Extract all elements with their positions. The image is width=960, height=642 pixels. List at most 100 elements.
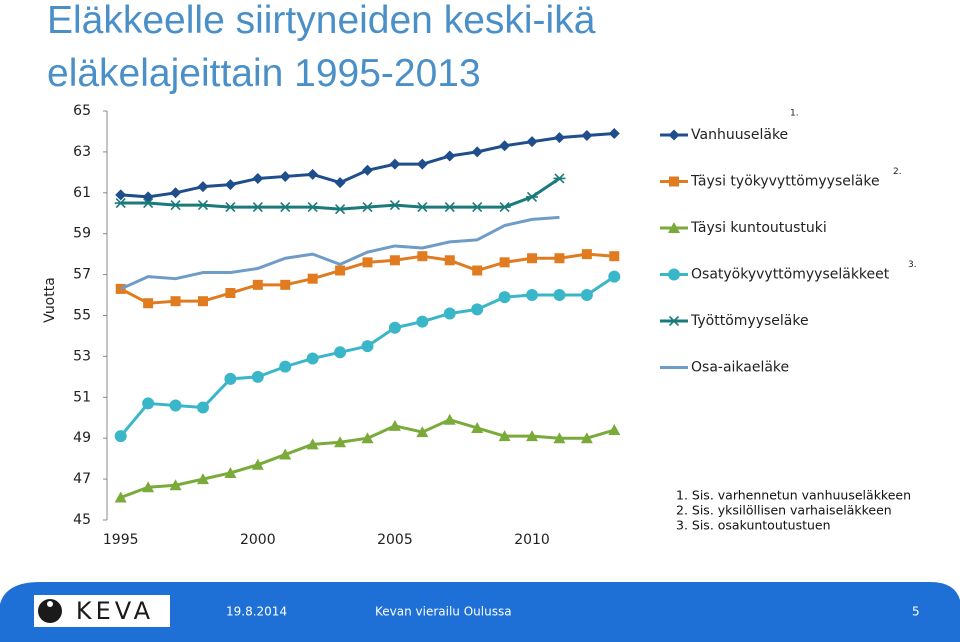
data-point xyxy=(581,130,593,142)
series-line xyxy=(120,418,615,499)
y-tick-label: 51 xyxy=(73,389,91,405)
y-tick-label: 49 xyxy=(73,430,91,446)
data-point xyxy=(142,197,155,209)
data-point xyxy=(526,289,539,302)
legend-label: Työttömyyseläke xyxy=(690,313,809,329)
title-line: Eläkkeelle siirtyneiden keski-ikä xyxy=(47,0,596,42)
logo-icon-head xyxy=(47,601,53,607)
data-point xyxy=(114,491,127,503)
data-point xyxy=(416,426,429,438)
data-point xyxy=(444,255,455,266)
data-point xyxy=(142,397,155,410)
data-point xyxy=(389,158,401,170)
data-point xyxy=(307,168,319,180)
logo-icon xyxy=(38,599,62,623)
legend-marker xyxy=(668,268,680,281)
data-point xyxy=(252,279,263,290)
data-point xyxy=(362,257,373,268)
data-point xyxy=(170,296,181,307)
data-point xyxy=(279,448,292,460)
data-point xyxy=(444,150,456,162)
data-point xyxy=(526,430,539,442)
data-point xyxy=(143,298,154,309)
y-tick-label: 47 xyxy=(73,471,91,487)
x-tick-label: 2005 xyxy=(377,532,413,548)
data-point xyxy=(279,202,292,213)
data-point xyxy=(115,189,127,201)
data-point xyxy=(306,352,319,365)
data-point xyxy=(553,173,566,184)
legend-label: Osatyökyvyttömyyseläkkeet xyxy=(691,267,890,283)
data-point xyxy=(471,421,484,433)
data-point xyxy=(252,172,264,184)
legend-label: Täysi työkyvyttömyyseläke xyxy=(690,174,880,190)
data-point xyxy=(443,307,456,320)
data-point xyxy=(608,270,621,283)
data-point xyxy=(196,473,209,485)
legend-note: 1. xyxy=(790,109,799,119)
data-point xyxy=(251,370,264,383)
legend-marker xyxy=(669,176,679,187)
data-point xyxy=(334,204,347,215)
x-tick-label: 2010 xyxy=(514,532,550,548)
y-tick-label: 57 xyxy=(73,267,91,283)
data-point xyxy=(196,401,209,414)
data-point xyxy=(169,479,182,491)
logo-text: KEVA xyxy=(76,597,154,625)
legend-marker xyxy=(668,129,680,141)
data-point xyxy=(608,127,620,139)
data-point xyxy=(553,289,566,302)
data-point xyxy=(142,191,154,203)
data-point xyxy=(224,179,236,191)
footnote: 2. Sis. yksilöllisen varhaiseläkkeen xyxy=(676,503,892,518)
y-tick-label: 59 xyxy=(73,226,91,242)
data-point xyxy=(196,200,209,211)
data-point xyxy=(280,279,291,290)
data-point xyxy=(224,466,237,478)
data-point xyxy=(334,346,347,359)
footer-date: 19.8.2014 xyxy=(226,605,287,619)
footnote: 1. Sis. varhennetun vanhuuseläkkeen xyxy=(676,488,911,503)
data-point xyxy=(114,430,127,443)
data-point xyxy=(580,289,593,302)
data-point xyxy=(361,340,374,353)
footnote: 3. Sis. osakuntoutustuen xyxy=(676,518,831,533)
y-tick-label: 63 xyxy=(73,144,91,160)
legend-note: 2. xyxy=(893,167,902,177)
data-point xyxy=(443,202,456,213)
x-tick-label: 2000 xyxy=(240,532,276,548)
footer-bar xyxy=(0,582,960,642)
data-point xyxy=(417,251,428,262)
data-point xyxy=(225,288,236,299)
data-point xyxy=(361,432,374,444)
data-point xyxy=(580,432,593,444)
data-point xyxy=(472,265,483,276)
data-point xyxy=(362,164,373,176)
data-point xyxy=(527,253,538,264)
data-point xyxy=(169,399,182,412)
data-point xyxy=(499,257,510,268)
y-tick-label: 61 xyxy=(73,185,91,201)
data-point xyxy=(498,430,511,442)
y-tick-label: 45 xyxy=(73,512,91,528)
data-point xyxy=(498,202,511,213)
legend-label: Osa-aikaeläke xyxy=(691,360,789,376)
data-point xyxy=(471,146,483,158)
legend-note: 3. xyxy=(908,260,917,270)
legend-label: Vanhuuseläke xyxy=(691,127,788,143)
data-point xyxy=(609,251,620,262)
data-point xyxy=(307,273,318,284)
data-point xyxy=(471,303,484,316)
data-point xyxy=(334,436,347,448)
data-point xyxy=(389,255,400,266)
data-point xyxy=(416,202,429,213)
data-point xyxy=(526,191,539,202)
data-point xyxy=(581,249,592,260)
data-point xyxy=(554,253,565,264)
data-point xyxy=(388,321,401,334)
data-point xyxy=(335,265,346,276)
data-point xyxy=(416,315,429,328)
x-tick-label: 1995 xyxy=(103,532,139,548)
series-line xyxy=(120,215,560,291)
